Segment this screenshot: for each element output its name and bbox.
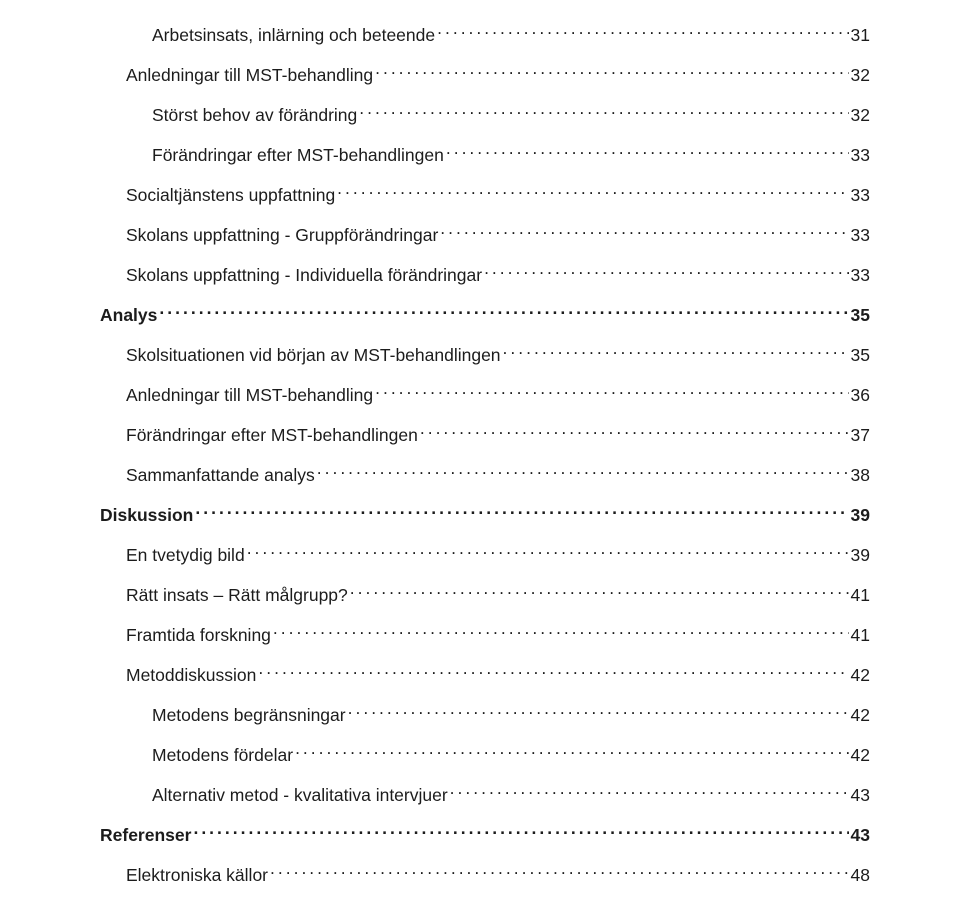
toc-label: Skolsituationen vid början av MST-behand… bbox=[126, 345, 501, 366]
toc-page-number: 48 bbox=[851, 865, 870, 886]
toc-line: Elektroniska källor 48 bbox=[100, 860, 870, 886]
toc-page-number: 42 bbox=[851, 665, 870, 686]
toc-line: Anledningar till MST-behandling 32 bbox=[100, 60, 870, 86]
toc-leader-dots bbox=[195, 500, 848, 521]
toc-label: Skolans uppfattning - Gruppförändringar bbox=[126, 225, 438, 246]
toc-page-number: 33 bbox=[851, 265, 870, 286]
toc-page-number: 42 bbox=[851, 745, 870, 766]
toc-label: Förändringar efter MST-behandlingen bbox=[152, 145, 444, 166]
toc-line: Analys 35 bbox=[100, 300, 870, 326]
toc-leader-dots bbox=[258, 660, 848, 681]
toc-page-number: 32 bbox=[851, 105, 870, 126]
toc-leader-dots bbox=[317, 460, 849, 481]
toc-line: Socialtjänstens uppfattning 33 bbox=[100, 180, 870, 206]
toc-leader-dots bbox=[270, 860, 849, 881]
toc-leader-dots bbox=[159, 300, 848, 321]
toc-page-number: 33 bbox=[851, 185, 870, 206]
toc-page-number: 37 bbox=[851, 425, 870, 446]
toc-leader-dots bbox=[273, 620, 849, 641]
toc-leader-dots bbox=[193, 820, 848, 841]
toc-label: Analys bbox=[100, 305, 157, 326]
toc-line: Skolans uppfattning - Gruppförändringar 3… bbox=[100, 220, 870, 246]
toc-label: Skolans uppfattning - Individuella förän… bbox=[126, 265, 482, 286]
toc-leader-dots bbox=[503, 340, 849, 361]
toc-page-number: 39 bbox=[851, 505, 870, 526]
toc-leader-dots bbox=[348, 700, 849, 721]
toc-line: Metoddiskussion 42 bbox=[100, 660, 870, 686]
toc-leader-dots bbox=[350, 580, 849, 601]
toc-line: Rätt insats – Rätt målgrupp? 41 bbox=[100, 580, 870, 606]
toc-leader-dots bbox=[375, 380, 848, 401]
toc-leader-dots bbox=[450, 780, 849, 801]
toc-label: Framtida forskning bbox=[126, 625, 271, 646]
toc-leader-dots bbox=[295, 740, 848, 761]
toc-leader-dots bbox=[375, 60, 848, 81]
toc-page-number: 43 bbox=[851, 785, 870, 806]
toc-leader-dots bbox=[420, 420, 849, 441]
toc-page-number: 38 bbox=[851, 465, 870, 486]
toc-line: Förändringar efter MST-behandlingen 33 bbox=[100, 140, 870, 166]
toc-leader-dots bbox=[437, 20, 848, 41]
toc-page-number: 41 bbox=[851, 625, 870, 646]
toc-label: Sammanfattande analys bbox=[126, 465, 315, 486]
toc-line: Alternativ metod - kvalitativa intervjue… bbox=[100, 780, 870, 806]
toc-line: Metodens begränsningar 42 bbox=[100, 700, 870, 726]
toc-page-number: 42 bbox=[851, 705, 870, 726]
toc-label: Metoddiskussion bbox=[126, 665, 256, 686]
toc-label: Elektroniska källor bbox=[126, 865, 268, 886]
toc-page-number: 35 bbox=[851, 345, 870, 366]
toc-leader-dots bbox=[247, 540, 849, 561]
toc-label: Anledningar till MST-behandling bbox=[126, 65, 373, 86]
toc-line: Skolsituationen vid början av MST-behand… bbox=[100, 340, 870, 366]
toc-label: Metodens fördelar bbox=[152, 745, 293, 766]
toc-label: Diskussion bbox=[100, 505, 193, 526]
toc-page-number: 32 bbox=[851, 65, 870, 86]
toc-line: Arbetsinsats, inlärning och beteende 31 bbox=[100, 20, 870, 46]
toc-leader-dots bbox=[484, 260, 848, 281]
toc-leader-dots bbox=[337, 180, 848, 201]
toc-line: Framtida forskning 41 bbox=[100, 620, 870, 646]
toc-line: En tvetydig bild 39 bbox=[100, 540, 870, 566]
toc-line: Diskussion 39 bbox=[100, 500, 870, 526]
toc-line: Störst behov av förändring 32 bbox=[100, 100, 870, 126]
toc-leader-dots bbox=[440, 220, 848, 241]
toc-label: Störst behov av förändring bbox=[152, 105, 357, 126]
toc-label: En tvetydig bild bbox=[126, 545, 245, 566]
toc-page-number: 33 bbox=[851, 225, 870, 246]
toc-page-number: 36 bbox=[851, 385, 870, 406]
toc-line: Skolans uppfattning - Individuella förän… bbox=[100, 260, 870, 286]
toc-line: Referenser 43 bbox=[100, 820, 870, 846]
toc-line: Förändringar efter MST-behandlingen 37 bbox=[100, 420, 870, 446]
toc-page-number: 43 bbox=[851, 825, 870, 846]
toc-page-number: 33 bbox=[851, 145, 870, 166]
toc-label: Metodens begränsningar bbox=[152, 705, 346, 726]
toc-leader-dots bbox=[359, 100, 848, 121]
toc-page-number: 35 bbox=[851, 305, 870, 326]
toc-page-number: 41 bbox=[851, 585, 870, 606]
toc-page-number: 39 bbox=[851, 545, 870, 566]
toc-line: Metodens fördelar 42 bbox=[100, 740, 870, 766]
toc-line: Anledningar till MST-behandling 36 bbox=[100, 380, 870, 406]
toc-label: Förändringar efter MST-behandlingen bbox=[126, 425, 418, 446]
toc-label: Referenser bbox=[100, 825, 191, 846]
toc-label: Arbetsinsats, inlärning och beteende bbox=[152, 25, 435, 46]
toc-label: Anledningar till MST-behandling bbox=[126, 385, 373, 406]
toc-page-number: 31 bbox=[851, 25, 870, 46]
toc-leader-dots bbox=[446, 140, 849, 161]
toc-line: Sammanfattande analys 38 bbox=[100, 460, 870, 486]
toc-page: Arbetsinsats, inlärning och beteende 31 An… bbox=[0, 0, 960, 920]
toc-label: Socialtjänstens uppfattning bbox=[126, 185, 335, 206]
toc-label: Rätt insats – Rätt målgrupp? bbox=[126, 585, 348, 606]
toc-label: Alternativ metod - kvalitativa intervjue… bbox=[152, 785, 448, 806]
